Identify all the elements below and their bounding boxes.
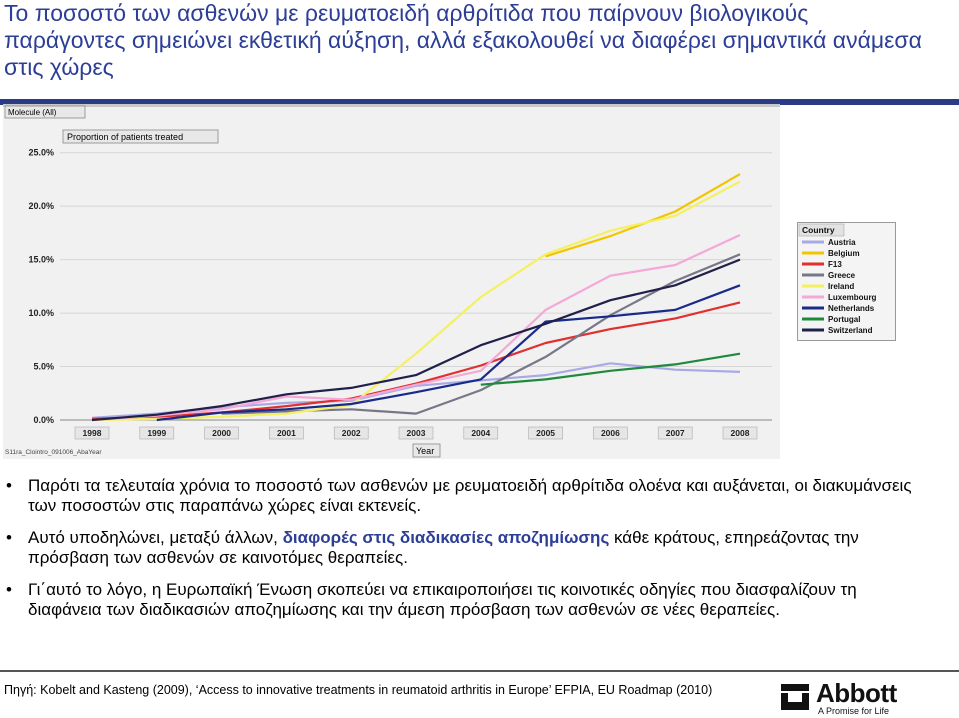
y-tick-label: 0.0% <box>33 415 54 425</box>
x-tick-label: 2004 <box>471 428 490 438</box>
series-line-portugal <box>480 352 741 386</box>
y-tick-label: 20.0% <box>28 201 54 211</box>
x-tick-label: 2006 <box>601 428 620 438</box>
x-tick-label: 1998 <box>83 428 102 438</box>
logo-wordmark: Abbott <box>816 678 897 708</box>
legend-frame <box>797 222 896 341</box>
chart-background <box>3 104 780 459</box>
bullet-item: Αυτό υποδηλώνει, μεταξύ άλλων, διαφορές … <box>0 528 925 568</box>
x-tick-label: 2003 <box>407 428 426 438</box>
bullet-item: Γι΄αυτό το λόγο, η Ευρωπαϊκή Ένωση σκοπε… <box>0 580 925 620</box>
x-tick-box <box>657 426 693 440</box>
x-tick-box <box>528 426 563 440</box>
grid-lines <box>60 152 772 421</box>
chart-title-box: Proportion of patients treated <box>62 129 219 144</box>
x-tick-box <box>204 426 239 440</box>
y-tick-label: 15.0% <box>28 255 54 265</box>
bullet-item: Παρότι τα τελευταία χρόνια το ποσοστό τω… <box>0 476 925 516</box>
y-tick-label: 10.0% <box>28 308 54 318</box>
x-axis-label-box: Year <box>412 443 441 458</box>
legend-label: Netherlands <box>828 304 875 313</box>
x-tick-box <box>333 426 369 440</box>
bullet-text-post: κάθε κράτους, επηρεάζοντας την πρόσβαση … <box>28 528 859 567</box>
x-tick-label: 2000 <box>212 428 231 438</box>
bullet-text-pre: Αυτό υποδηλώνει, μεταξύ άλλων, <box>28 528 283 547</box>
y-axis-ticks: 0.0% 5.0% 10.0% 15.0% 20.0% 25.0% <box>28 148 54 425</box>
title-divider <box>0 99 959 105</box>
footer-divider <box>0 670 959 672</box>
source-citation: Πηγή: Kobelt and Kasteng (2009), ‘Access… <box>4 683 713 697</box>
x-tick-box <box>139 426 175 440</box>
abbott-logo-icon <box>781 684 809 710</box>
x-tick-label: 2001 <box>277 428 296 438</box>
series-line-ireland <box>91 180 741 422</box>
x-tick-box <box>722 426 758 440</box>
x-axis-label: Year <box>416 446 434 456</box>
chart-title: Proportion of patients treated <box>67 132 183 142</box>
series-line-luxembourg <box>91 234 741 422</box>
x-tick-box <box>593 426 628 440</box>
x-tick-label: 2007 <box>666 428 685 438</box>
series-line-netherlands <box>156 284 741 422</box>
legend-box: Country Austria Belgium F13 Greece Ireland Lux… <box>797 222 896 341</box>
legend-title-box <box>798 223 845 237</box>
abbott-logo: Abbott A Promise for Life <box>772 676 952 718</box>
legend-label: Greece <box>828 271 856 280</box>
y-tick-label: 5.0% <box>33 362 54 372</box>
molecule-filter[interactable]: Molecule (All) <box>4 105 86 119</box>
x-tick-box <box>269 426 304 440</box>
y-tick-label: 25.0% <box>28 148 54 158</box>
x-tick-label: 2005 <box>536 428 555 438</box>
legend-label: Switzerland <box>828 326 873 335</box>
chart-top-band <box>3 104 780 107</box>
x-tick-label: 2008 <box>731 428 750 438</box>
bullet-text: Παρότι τα τελευταία χρόνια το ποσοστό τω… <box>28 476 912 515</box>
x-tick-label: 2002 <box>342 428 361 438</box>
series-line-switzerland <box>91 258 741 422</box>
page-title: Το ποσοστό των ασθενών με ρευματοειδή αρ… <box>4 0 922 80</box>
x-tick-box <box>463 426 499 440</box>
bullet-list: Παρότι τα τελευταία χρόνια το ποσοστό τω… <box>0 476 925 632</box>
legend-label: Ireland <box>828 282 854 291</box>
legend-label: F13 <box>828 260 842 269</box>
x-axis-ticks: 1998 1999 2000 2001 2002 2003 2004 2005 2006 2007… <box>74 426 758 440</box>
bullet-text: Γι΄αυτό το λόγο, η Ευρωπαϊκή Ένωση σκοπε… <box>28 580 857 619</box>
x-tick-label: 1999 <box>147 428 166 438</box>
legend-title: Country <box>802 225 835 235</box>
x-tick-box <box>74 426 110 440</box>
legend-label: Austria <box>828 238 856 247</box>
line-chart: Molecule (All) Proportion of patients tr… <box>3 104 780 459</box>
legend-label: Belgium <box>828 249 860 258</box>
chart-footnote: S11ra_Clointro_091006_AbaYear <box>5 449 102 456</box>
legend-label: Portugal <box>828 315 860 324</box>
x-tick-box <box>398 426 434 440</box>
series-lines <box>91 173 741 422</box>
logo-tagline: A Promise for Life <box>818 706 890 716</box>
legend-label: Luxembourg <box>828 293 877 302</box>
molecule-filter-label: Molecule (All) <box>8 108 57 117</box>
bullet-highlight: διαφορές στις διαδικασίες αποζημίωσης <box>282 528 610 547</box>
